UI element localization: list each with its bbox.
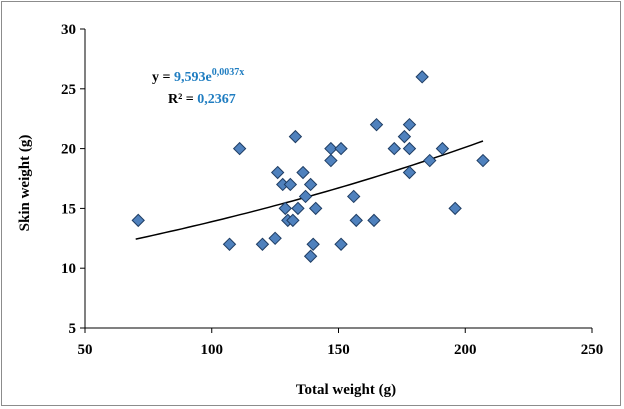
data-point: [222, 237, 237, 251]
x-tick-label: 100: [201, 342, 224, 358]
x-tick-label: 200: [454, 342, 477, 358]
r2-prefix: R² =: [168, 92, 197, 107]
data-point: [387, 141, 401, 156]
data-point: [232, 141, 247, 156]
data-point: [402, 117, 417, 132]
y-tick-label: 10: [61, 261, 76, 277]
trendline-equation: y = 9,593e0,0037x: [152, 67, 244, 85]
x-tick-label: 250: [581, 342, 604, 358]
equation-exponent: 0,0037x: [212, 67, 245, 78]
y-tick-label: 15: [61, 201, 76, 217]
data-point: [423, 153, 437, 168]
data-point: [402, 141, 417, 156]
data-point: [367, 213, 381, 228]
data-point: [415, 70, 429, 84]
y-axis-title: Skin weight (g): [17, 135, 33, 232]
data-point: [402, 165, 417, 180]
data-point: [448, 201, 462, 216]
data-point: [255, 237, 270, 251]
data-point: [369, 117, 384, 132]
data-point: [397, 129, 412, 144]
data-point: [298, 189, 313, 204]
data-point: [324, 153, 338, 168]
data-point: [303, 249, 318, 263]
data-point: [303, 177, 318, 192]
data-point: [286, 213, 300, 228]
y-axis: 5 10 15 20 25 30: [61, 22, 86, 337]
equation-value: 9,593e: [174, 70, 212, 85]
y-tick-label: 30: [61, 22, 76, 38]
data-point: [278, 201, 292, 216]
data-point: [296, 165, 310, 180]
data-point: [270, 165, 285, 180]
data-point: [283, 177, 298, 192]
data-point: [131, 213, 145, 228]
data-point: [291, 201, 305, 216]
data-point: [349, 213, 363, 228]
y-tick-label: 5: [69, 321, 77, 337]
x-axis: 50 100 150 200 250: [78, 327, 604, 358]
r2-value: 0,2367: [197, 92, 236, 107]
y-tick-label: 20: [61, 142, 76, 158]
data-point: [308, 201, 323, 216]
y-tick-label: 25: [61, 82, 76, 98]
data-point: [476, 153, 490, 168]
x-tick-label: 50: [78, 342, 93, 358]
data-point: [288, 129, 303, 144]
x-axis-title: Total weight (g): [296, 382, 396, 398]
r-squared-label: R² = 0,2367: [168, 92, 236, 107]
data-point: [347, 189, 361, 204]
data-point: [306, 237, 320, 251]
equation-prefix: y =: [152, 70, 174, 85]
data-point: [268, 231, 282, 246]
x-tick-label: 150: [327, 342, 350, 358]
data-point: [435, 141, 450, 156]
data-point: [324, 141, 338, 156]
data-points: [131, 70, 490, 263]
data-point: [334, 237, 348, 251]
data-point: [334, 141, 348, 156]
